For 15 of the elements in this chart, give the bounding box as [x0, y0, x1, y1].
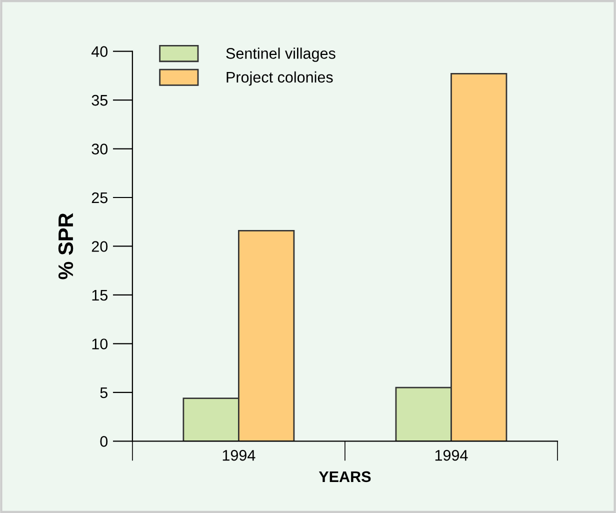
y-tick-label: 40 [91, 46, 108, 57]
legend-label: Sentinel villages [226, 48, 336, 62]
y-tick-label: 5 [100, 387, 108, 398]
y-tick-label: 25 [92, 192, 108, 204]
y-tick-label: 0 [100, 436, 108, 447]
y-axis-title: % SPR [58, 213, 74, 280]
y-tick-label: 35 [92, 94, 108, 106]
y-tick-label: 30 [92, 144, 108, 154]
legend-label: Project colonies [226, 71, 333, 86]
x-tick-label: 1994 [435, 450, 468, 461]
y-tick-label: 15 [92, 290, 108, 301]
x-axis-title: YEARS [318, 471, 371, 482]
y-tick-label: 10 [92, 338, 108, 350]
x-tick-label: 1994 [222, 450, 256, 461]
y-tick-label: 20 [92, 241, 108, 252]
